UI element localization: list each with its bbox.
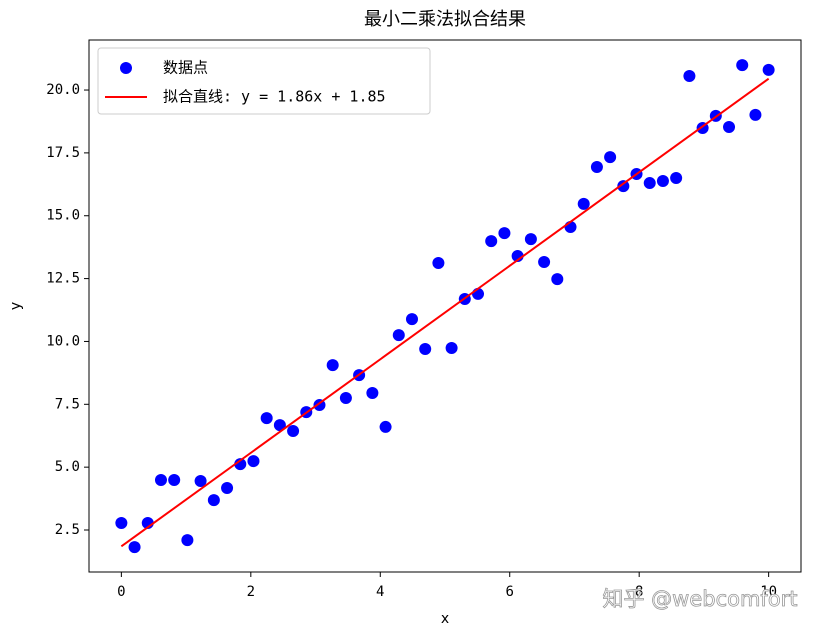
data-point — [181, 534, 194, 547]
data-point — [207, 494, 220, 507]
data-point — [168, 473, 181, 486]
data-point — [273, 419, 286, 432]
data-point — [247, 455, 260, 468]
data-point — [392, 329, 405, 342]
y-tick-label: 12.5 — [46, 271, 80, 287]
data-point — [366, 386, 379, 399]
y-axis-label: y — [8, 302, 24, 310]
data-point — [538, 256, 551, 269]
data-point — [194, 474, 207, 487]
data-point — [577, 197, 590, 210]
data-point — [723, 120, 736, 133]
chart-title: 最小二乘法拟合结果 — [364, 9, 526, 30]
watermark: 知乎 @webcomfort — [602, 587, 797, 611]
data-point — [749, 108, 762, 121]
data-point — [379, 420, 392, 433]
data-point — [221, 482, 234, 495]
fit-line — [120, 77, 770, 548]
data-point — [498, 227, 511, 240]
data-point — [445, 341, 458, 354]
legend-box — [97, 47, 431, 115]
data-point — [260, 412, 273, 425]
x-tick-label: 4 — [376, 584, 384, 600]
y-tick-label: 20.0 — [46, 82, 80, 98]
data-point — [617, 180, 630, 193]
data-point — [154, 473, 167, 486]
x-tick-label: 6 — [506, 584, 514, 600]
data-point — [762, 63, 775, 76]
data-point — [590, 160, 603, 173]
y-tick-label: 17.5 — [46, 145, 80, 161]
data-point — [524, 233, 537, 246]
plot-area — [115, 59, 775, 554]
data-point — [405, 313, 418, 326]
y-tick-label: 10.0 — [46, 333, 80, 349]
x-tick-label: 10 — [760, 584, 777, 600]
data-point — [551, 273, 564, 286]
data-point — [670, 172, 683, 185]
data-point — [643, 177, 656, 190]
data-point — [115, 516, 128, 529]
y-tick-label: 5.0 — [55, 459, 80, 475]
axes-frame — [88, 39, 802, 573]
x-tick-label: 2 — [247, 584, 255, 600]
x-tick-label: 8 — [635, 584, 643, 600]
legend-label: 数据点 — [163, 59, 208, 77]
legend-swatch — [120, 62, 132, 74]
data-point — [432, 257, 445, 270]
x-tick-label: 0 — [117, 584, 125, 600]
data-point — [339, 392, 352, 405]
data-point — [419, 342, 432, 355]
data-point — [326, 359, 339, 372]
legend-label: 拟合直线: y = 1.86x + 1.85 — [163, 88, 386, 106]
data-point — [604, 151, 617, 164]
data-point — [485, 235, 498, 248]
x-axis-label: x — [441, 611, 449, 627]
data-point — [656, 175, 669, 188]
y-tick-label: 15.0 — [46, 208, 80, 224]
data-point — [287, 424, 300, 437]
data-point — [736, 59, 749, 72]
data-point — [128, 541, 141, 554]
data-point — [234, 458, 247, 471]
data-point — [683, 69, 696, 82]
y-tick-label: 2.5 — [55, 522, 80, 538]
y-tick-label: 7.5 — [55, 396, 80, 412]
